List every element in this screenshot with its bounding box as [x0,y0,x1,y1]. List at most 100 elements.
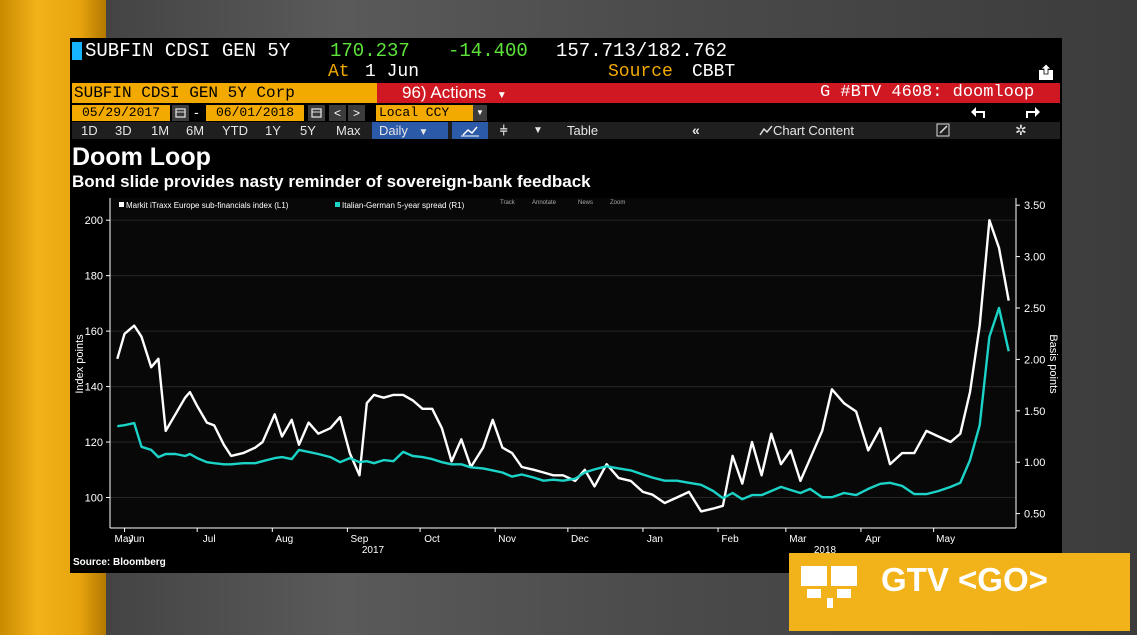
security-field[interactable]: SUBFIN CDSI GEN 5Y Corp [72,83,377,103]
calendar-icon[interactable] [172,105,189,121]
period-max[interactable]: Max [336,123,361,138]
period-3d[interactable]: 3D [115,123,132,138]
y2-axis-label: Basis points [1047,334,1059,394]
actions-menu[interactable]: 96) Actions ▼ [402,83,507,103]
series-line-italy-germany-spread [117,306,1010,501]
line-chart-icon[interactable] [452,122,488,139]
x-tick-label: May [115,534,134,545]
currency-select[interactable]: Local CCY [376,105,473,121]
x-tick-label: Sep [351,534,369,545]
plot-area [110,198,1016,528]
source-value: CBBT [692,62,736,82]
chart-area: Markit iTraxx Europe sub-financials inde… [70,194,1062,556]
x-tick-label: Jan [647,534,663,545]
chart-subtitle: Bond slide provides nasty reminder of so… [72,172,591,191]
function-bar [377,83,1060,103]
left-tick-label: 100 [85,492,103,504]
security-label: SUBFIN CDSI GEN 5Y Corp [74,84,295,102]
gear-icon[interactable]: ✲ [1015,122,1027,138]
x-tick-label: Jun [128,534,144,545]
chart-content-label: Chart Content [773,123,854,138]
at-date: 1 Jun [365,62,420,82]
left-tick-label: 120 [85,437,103,449]
at-label: At [328,62,350,82]
tv-screens-icon [801,566,857,608]
redo-arrow-icon[interactable] [1024,105,1042,121]
source-label: Source [608,62,673,82]
calendar-icon[interactable] [308,105,325,121]
dropdown-caret-icon: ▼ [496,90,507,101]
actions-label: 96) Actions [402,83,487,102]
frequency-select[interactable]: Daily ▼ [372,122,448,139]
legend-control-news[interactable]: News [578,200,593,206]
x-tick-label: Oct [424,534,440,545]
left-tick-label: 200 [85,215,103,227]
source-note: Source: Bloomberg [73,557,166,568]
year-label-2017: 2017 [362,545,385,556]
right-tick-label: 1.50 [1024,406,1045,418]
left-tick-label: 160 [85,326,103,338]
gtv-banner: GTV <GO> [789,553,1130,631]
legend-swatch-white [119,202,124,207]
legend-control-track[interactable]: Track [500,200,516,206]
legend: Markit iTraxx Europe sub-financials inde… [119,200,625,210]
right-tick-label: 2.50 [1024,303,1045,315]
x-tick-label: Nov [498,534,516,545]
right-tick-label: 3.50 [1024,200,1045,212]
x-tick-label: May [936,534,955,545]
chevron-left-icon[interactable]: < [329,105,346,121]
ticker-name: SUBFIN CDSI GEN 5Y [85,40,291,62]
x-tick-label: Dec [571,534,589,545]
y-axis-label: Index points [74,334,86,394]
x-tick-label: Jul [203,534,216,545]
frequency-value: Daily [379,123,408,138]
date-range-row: 05/29/2017 - 06/01/2018 < > Local CCY ▼ [72,104,1060,122]
chevron-right-icon[interactable]: > [348,105,365,121]
x-tick-label: Apr [865,534,881,545]
legend-label-r1: Italian-German 5-year spread (R1) [342,201,465,210]
period-ytd[interactable]: YTD [222,123,248,138]
ticker-price: 170.237 [330,40,410,62]
ticker-header-row: SUBFIN CDSI GEN 5Y 170.237 -14.400 157.7… [72,40,1060,62]
undo-arrow-icon[interactable] [969,105,987,121]
right-tick-label: 3.00 [1024,252,1045,264]
period-1m[interactable]: 1M [151,123,170,138]
right-tick-label: 1.00 [1024,457,1045,469]
series-line-subfin-index [116,219,1010,513]
period-1d[interactable]: 1D [81,123,98,138]
left-axis: 100 120 140 160 180 200 [85,198,111,528]
chart-content-button[interactable]: Chart Content [759,122,889,139]
legend-control-annotate[interactable]: Annotate [532,200,557,206]
table-button[interactable]: Table [567,123,599,138]
left-tick-label: 140 [85,382,103,394]
period-5y[interactable]: 5Y [300,123,316,138]
left-tick-label: 180 [85,271,103,283]
year-label-2018: 2018 [814,545,837,556]
right-axis: 0.50 1.00 1.50 2.00 2.50 3.00 3.50 [1015,198,1045,528]
start-date-input[interactable]: 05/29/2017 [72,105,170,121]
double-chevron-left-icon[interactable]: « [692,122,700,138]
period-6m[interactable]: 6M [186,123,205,138]
function-code: G #BTV 4608: doomloop [820,83,1035,102]
gtv-label: GTV <GO> [881,561,1048,598]
pencil-icon[interactable] [936,123,950,137]
export-icon[interactable] [1038,63,1054,81]
series-lines [116,219,1010,513]
ticker-subheader-row: At 1 Jun Source CBBT [72,62,1060,82]
x-tick-label: Feb [721,534,739,545]
bar-type-icon[interactable]: ⫩ [500,123,508,138]
right-tick-label: 2.00 [1024,354,1045,366]
security-toolbar: SUBFIN CDSI GEN 5Y Corp 96) Actions ▼ G … [72,83,1060,103]
x-tick-label: Mar [789,534,807,545]
x-tick-label: Aug [275,534,293,545]
period-1y[interactable]: 1Y [265,123,281,138]
chevron-down-icon[interactable]: ▼ [533,125,543,136]
currency-value: Local CCY [379,105,450,120]
legend-control-zoom[interactable]: Zoom [610,200,625,206]
date-dash: - [194,104,199,120]
chevron-down-icon[interactable]: ▼ [473,105,487,121]
end-date-input[interactable]: 06/01/2018 [206,105,304,121]
legend-label-l1: Markit iTraxx Europe sub-financials inde… [126,201,289,210]
input-cursor [72,42,82,60]
